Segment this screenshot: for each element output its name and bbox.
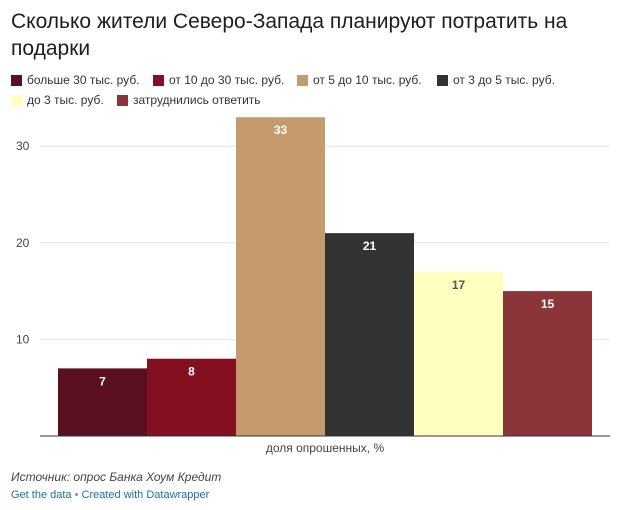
legend-swatch: [11, 74, 22, 86]
y-tick-label: 30: [16, 139, 30, 153]
bar: [236, 117, 325, 436]
bar-value-label: 15: [541, 297, 555, 311]
legend-label: затруднились ответить: [133, 93, 261, 107]
legend-label: от 3 до 5 тыс. руб.: [453, 73, 555, 87]
legend-item-10k-30k: от 10 до 30 тыс. руб.: [153, 73, 284, 87]
bar-value-label: 8: [188, 365, 195, 379]
bar: [414, 271, 503, 436]
datawrapper-link[interactable]: Created with Datawrapper: [81, 489, 210, 501]
y-tick-label: 10: [16, 332, 30, 346]
legend-swatch: [153, 74, 164, 86]
footer: Get the data • Created with Datawrapper: [11, 489, 209, 501]
legend-swatch: [437, 74, 448, 86]
source-note: Источник: опрос Банка Хоум Кредит: [11, 470, 222, 484]
bar: [58, 368, 147, 436]
y-tick-label: 20: [16, 236, 30, 250]
bar: [147, 358, 236, 436]
bar: [325, 233, 414, 436]
legend-swatch: [11, 94, 22, 106]
legend-swatch: [117, 94, 128, 106]
legend-item-undecided: затруднились ответить: [117, 93, 261, 107]
get-data-link[interactable]: Get the data: [11, 489, 72, 501]
bar-value-label: 21: [363, 239, 377, 253]
chart-title: Сколько жители Северо-Запада планируют п…: [11, 10, 568, 60]
legend-label: от 5 до 10 тыс. руб.: [313, 73, 422, 87]
legend-label: до 3 тыс. руб.: [27, 93, 104, 107]
bar-value-label: 7: [99, 374, 106, 388]
legend-label: от 10 до 30 тыс. руб.: [169, 73, 285, 87]
legend-swatch: [297, 74, 308, 86]
bar: [503, 291, 592, 436]
x-axis-label: доля опрошенных, %: [265, 441, 385, 455]
legend-item-3k-5k: от 3 до 5 тыс. руб.: [437, 73, 555, 87]
bar-value-label: 17: [452, 278, 466, 292]
legend-label: больше 30 тыс. руб.: [27, 73, 140, 87]
legend-item-5k-10k: от 5 до 10 тыс. руб.: [297, 73, 422, 87]
legend-item-under-3k: до 3 тыс. руб.: [11, 93, 104, 107]
footer-separator: •: [74, 489, 79, 501]
legend-item-over-30k: больше 30 тыс. руб.: [11, 73, 140, 87]
bar-value-label: 33: [274, 123, 288, 137]
